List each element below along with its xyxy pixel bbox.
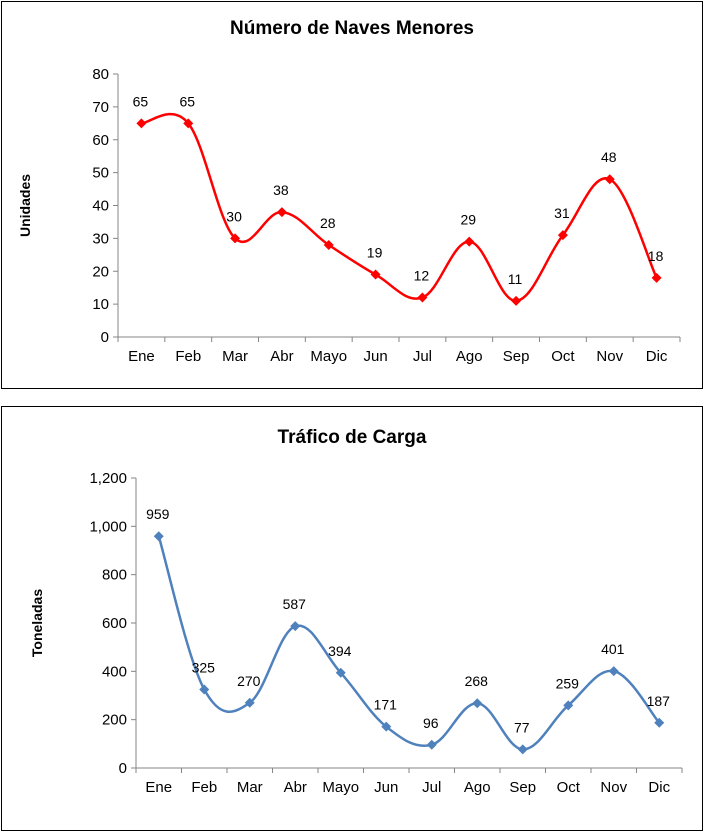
x-tick-label: Oct bbox=[557, 779, 581, 796]
y-tick-label: 800 bbox=[102, 567, 127, 584]
x-tick-label: Ene bbox=[128, 348, 155, 365]
x-tick-label: Nov bbox=[600, 779, 627, 796]
data-point-marker bbox=[557, 230, 568, 241]
data-point-marker bbox=[517, 744, 528, 755]
line-chart-naves: 0 10 20 30 40 50 60 70 80 Ene Feb Mar Abr Mayo Jun Jul A… bbox=[17, 66, 681, 365]
y-tick-label: 60 bbox=[92, 132, 109, 149]
data-point-marker bbox=[153, 531, 164, 542]
series-line bbox=[141, 112, 658, 303]
x-tick-label: Ago bbox=[464, 779, 491, 796]
y-tick-label: 200 bbox=[102, 712, 127, 729]
x-tick-label: Nov bbox=[596, 348, 623, 365]
x-tick-label: Jun bbox=[374, 779, 398, 796]
x-tick-label: Feb bbox=[175, 348, 201, 365]
data-label: 11 bbox=[508, 271, 523, 287]
x-tick-label: Jun bbox=[363, 348, 387, 365]
data-point-marker bbox=[472, 698, 483, 709]
data-point-marker bbox=[654, 717, 665, 728]
data-label: 31 bbox=[554, 205, 570, 221]
x-tick-label: Dic bbox=[646, 348, 668, 365]
data-label: 18 bbox=[648, 248, 664, 264]
line-chart-carga: 0 200 400 600 800 1,000 1,200 Ene Feb Mar Abr Mayo J… bbox=[29, 470, 683, 796]
x-tick-label: Dic bbox=[648, 779, 670, 796]
data-point-marker bbox=[323, 239, 334, 250]
y-axis-title: Toneladas bbox=[29, 589, 45, 657]
data-point-marker bbox=[183, 118, 194, 129]
data-point-marker bbox=[608, 666, 619, 677]
data-label: 394 bbox=[328, 643, 352, 659]
data-label: 30 bbox=[226, 208, 242, 224]
data-label: 65 bbox=[133, 93, 149, 109]
x-tick-label: Sep bbox=[509, 779, 536, 796]
data-point-marker bbox=[511, 295, 522, 306]
series-line bbox=[157, 535, 661, 751]
data-label: 401 bbox=[601, 641, 625, 657]
y-tick-label: 0 bbox=[119, 760, 127, 777]
y-tick-label: 600 bbox=[102, 615, 127, 632]
data-point-marker bbox=[370, 269, 381, 280]
data-point-marker bbox=[290, 621, 301, 632]
y-axis-title: Unidades bbox=[17, 174, 33, 237]
x-tick-label: Ago bbox=[456, 348, 483, 365]
chart-title: Número de Naves Menores bbox=[230, 18, 474, 39]
x-tick-label: Abr bbox=[270, 348, 293, 365]
data-point-marker bbox=[230, 233, 241, 244]
x-tick-label: Mayo bbox=[310, 348, 347, 365]
data-point-marker bbox=[651, 272, 662, 283]
data-point-marker bbox=[335, 667, 346, 678]
data-label: 270 bbox=[237, 673, 261, 689]
data-label: 187 bbox=[647, 693, 671, 709]
data-point-marker bbox=[464, 236, 475, 247]
data-label: 259 bbox=[556, 675, 580, 691]
x-tick-label: Mar bbox=[237, 779, 263, 796]
data-label: 268 bbox=[465, 673, 489, 689]
data-label: 48 bbox=[601, 149, 617, 165]
x-tick-label: Abr bbox=[284, 779, 307, 796]
y-tick-label: 400 bbox=[102, 663, 127, 680]
data-label: 65 bbox=[179, 93, 195, 109]
data-label: 19 bbox=[367, 245, 383, 261]
chart-panel-naves: Número de Naves Menores 0 10 20 30 40 50 60 70 8… bbox=[1, 1, 703, 389]
data-label: 38 bbox=[273, 182, 289, 198]
data-point-marker bbox=[244, 697, 255, 708]
data-label: 28 bbox=[320, 215, 336, 231]
data-point-marker bbox=[136, 118, 147, 129]
y-tick-label: 50 bbox=[92, 165, 109, 182]
data-label: 77 bbox=[514, 719, 530, 735]
data-point-marker bbox=[276, 207, 287, 218]
x-tick-label: Ene bbox=[145, 779, 172, 796]
data-label: 959 bbox=[146, 506, 170, 522]
chart-panel-carga: Tráfico de Carga 0 200 400 600 800 1,000 1,200… bbox=[1, 406, 703, 831]
data-point-marker bbox=[417, 292, 428, 303]
x-tick-label: Mayo bbox=[322, 779, 359, 796]
x-tick-label: Jul bbox=[422, 779, 441, 796]
data-label: 29 bbox=[460, 212, 476, 228]
data-label: 12 bbox=[414, 268, 430, 284]
y-tick-label: 30 bbox=[92, 230, 109, 247]
y-tick-label: 40 bbox=[92, 198, 109, 215]
data-label: 171 bbox=[374, 697, 398, 713]
data-point-marker bbox=[381, 721, 392, 732]
y-tick-label: 70 bbox=[92, 99, 109, 116]
y-tick-label: 20 bbox=[92, 263, 109, 280]
y-tick-label: 1,200 bbox=[89, 470, 127, 487]
data-point-marker bbox=[426, 739, 437, 750]
x-tick-label: Oct bbox=[551, 348, 575, 365]
data-label: 325 bbox=[192, 659, 216, 675]
data-label: 587 bbox=[283, 596, 307, 612]
data-point-marker bbox=[199, 684, 210, 695]
x-tick-label: Sep bbox=[503, 348, 530, 365]
data-label: 96 bbox=[423, 715, 439, 731]
y-tick-label: 1,000 bbox=[89, 518, 127, 535]
x-tick-label: Mar bbox=[222, 348, 248, 365]
y-tick-label: 0 bbox=[101, 329, 109, 346]
x-tick-label: Feb bbox=[191, 779, 217, 796]
data-point-marker bbox=[604, 174, 615, 185]
y-tick-label: 10 bbox=[92, 296, 109, 313]
data-point-marker bbox=[563, 700, 574, 711]
y-tick-label: 80 bbox=[92, 66, 109, 83]
chart-title: Tráfico de Carga bbox=[277, 427, 427, 448]
x-tick-label: Jul bbox=[413, 348, 432, 365]
